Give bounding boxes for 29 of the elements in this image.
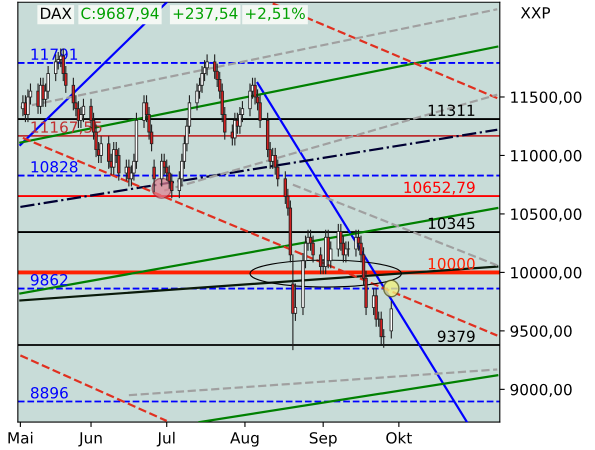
y-tick-label: 9000,00 <box>510 384 572 397</box>
annotation: +2,51% <box>246 8 305 21</box>
x-tick-label: Jul <box>156 432 175 446</box>
ref-line-label: 10000 <box>428 258 475 270</box>
y-tick-label: 11000,00 <box>511 150 582 164</box>
y-tick-label: 9500,00 <box>510 325 572 338</box>
text: XXP <box>520 7 550 18</box>
candlestick <box>152 160 156 192</box>
ref-line-label: 8896 <box>30 387 68 399</box>
ref-line-label: 10345 <box>428 218 474 230</box>
annotation: C:9687,94 <box>81 8 159 21</box>
ref-line-label: 10828 <box>32 161 78 173</box>
x-tick-label: Jun <box>78 432 102 446</box>
ref-line-label: 9862 <box>30 274 68 286</box>
ref-line-label: 10652,79 <box>404 182 475 195</box>
annotation: +237,54 <box>174 8 238 21</box>
candlestick <box>374 288 378 327</box>
ref-line-label: 11311 <box>428 104 474 116</box>
x-tick-label: Aug <box>230 432 258 447</box>
chart-title: DAX <box>41 8 72 19</box>
x-tick-label: Mai <box>8 432 32 444</box>
x-tick-label: Okt <box>386 432 412 444</box>
y-tick-label: 10500,00 <box>511 208 582 222</box>
ref-line-label: 9379 <box>438 330 475 342</box>
candlestick <box>390 301 393 338</box>
x-tick-label: Sep <box>310 432 337 447</box>
y-tick-label: 11500,00 <box>511 91 582 105</box>
y-tick-label: 10000,00 <box>511 266 582 280</box>
candlestick <box>380 312 383 344</box>
